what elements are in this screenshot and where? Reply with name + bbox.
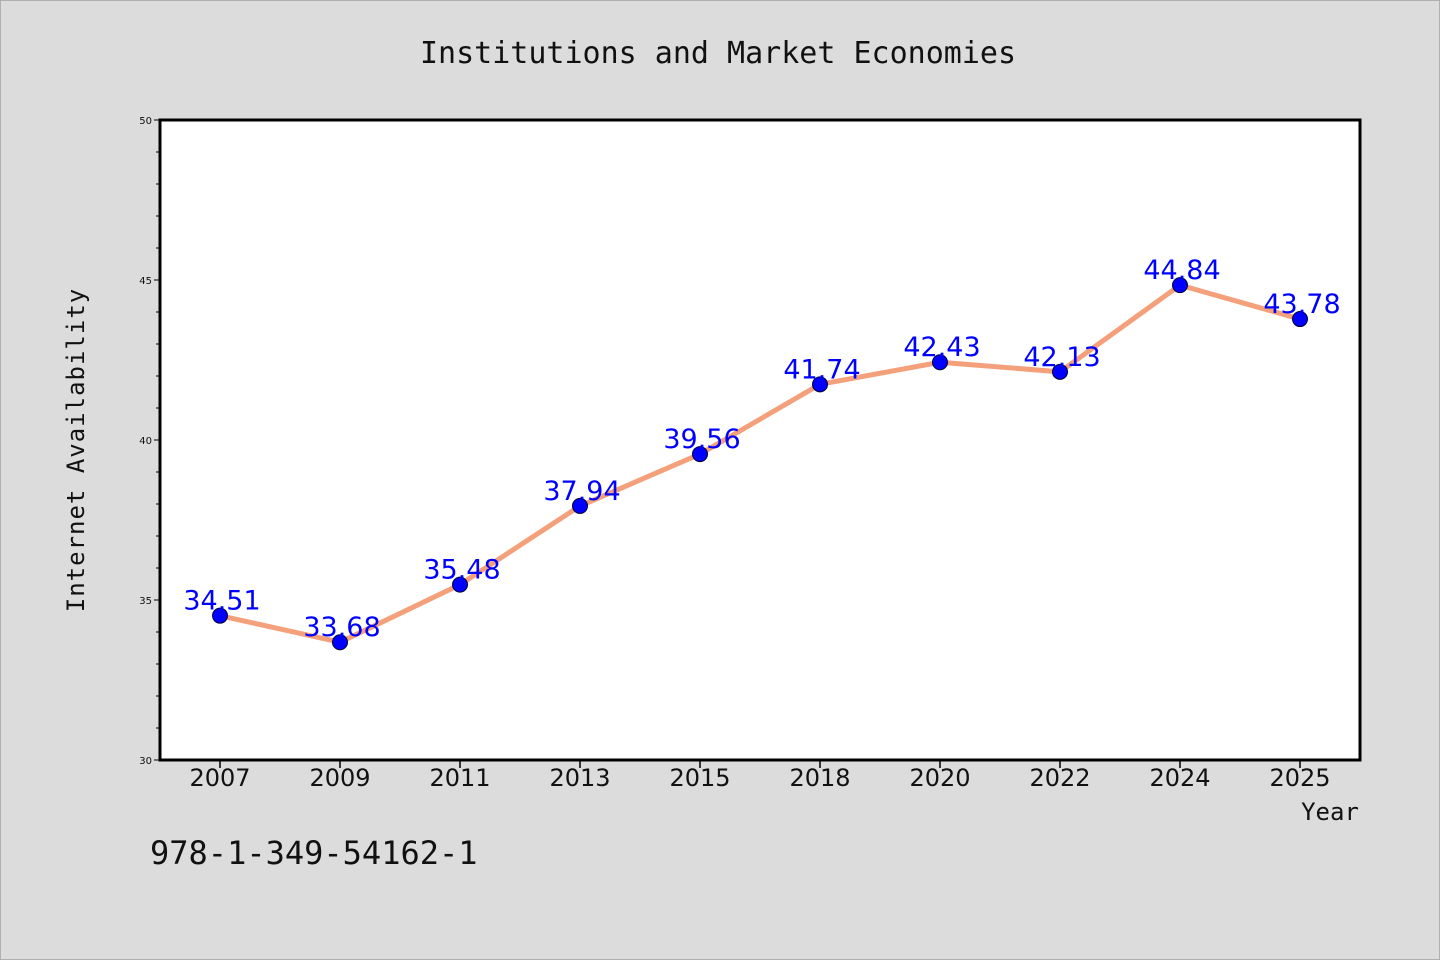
series-layer: 34.51 33.68 35.48 37.94 39.56 41.74 42.43 42.13… xyxy=(183,255,1341,651)
x-tick-label: 2020 xyxy=(909,764,970,792)
data-point xyxy=(332,634,348,651)
x-tick-label: 2009 xyxy=(309,764,370,792)
plot-frame xyxy=(158,118,1362,762)
x-tick-label: 2025 xyxy=(1269,764,1330,792)
data-label: 39.56 xyxy=(663,424,740,455)
data-point xyxy=(1292,311,1308,328)
data-point xyxy=(212,607,228,624)
data-point xyxy=(452,576,468,593)
x-tick-label: 2007 xyxy=(189,764,250,792)
data-label: 43.78 xyxy=(1263,289,1340,320)
isbn-text: 978-1-349-54162-1 xyxy=(150,834,478,872)
data-point xyxy=(1172,277,1188,294)
y-axis-label: Internet Availability xyxy=(62,288,90,612)
x-tick-label: 2022 xyxy=(1029,764,1090,792)
data-point xyxy=(572,497,588,514)
data-label: 37.94 xyxy=(543,476,620,507)
data-label: 33.68 xyxy=(303,612,380,643)
data-point xyxy=(812,376,828,393)
y-tick-label: 50 xyxy=(139,116,152,127)
y-axis: 30 35 40 45 50 xyxy=(139,116,160,767)
y-tick-label: 30 xyxy=(139,756,152,767)
x-tick-label: 2011 xyxy=(429,764,490,792)
x-axis: 2007 2009 2011 2013 2015 2018 2020 2022 2024 2025 xyxy=(189,760,1331,792)
chart-title: Institutions and Market Economies xyxy=(420,36,1016,71)
data-label: 44.84 xyxy=(1143,255,1220,286)
data-point xyxy=(1052,363,1068,380)
x-tick-label: 2013 xyxy=(549,764,610,792)
y-tick-label: 45 xyxy=(139,276,152,287)
y-tick-label: 35 xyxy=(139,596,152,607)
data-label: 41.74 xyxy=(783,354,860,385)
data-label: 35.48 xyxy=(423,555,500,586)
series-line xyxy=(217,282,1303,645)
x-tick-label: 2015 xyxy=(669,764,730,792)
data-label: 42.43 xyxy=(903,332,980,363)
plot-area xyxy=(160,120,1360,760)
y-tick-label: 40 xyxy=(139,436,152,447)
data-label: 42.13 xyxy=(1023,342,1100,373)
data-label: 34.51 xyxy=(183,586,260,617)
x-tick-label: 2024 xyxy=(1149,764,1210,792)
data-point xyxy=(692,446,708,463)
x-tick-label: 2018 xyxy=(789,764,850,792)
x-axis-label: Year xyxy=(1301,798,1359,826)
data-point xyxy=(932,354,948,371)
